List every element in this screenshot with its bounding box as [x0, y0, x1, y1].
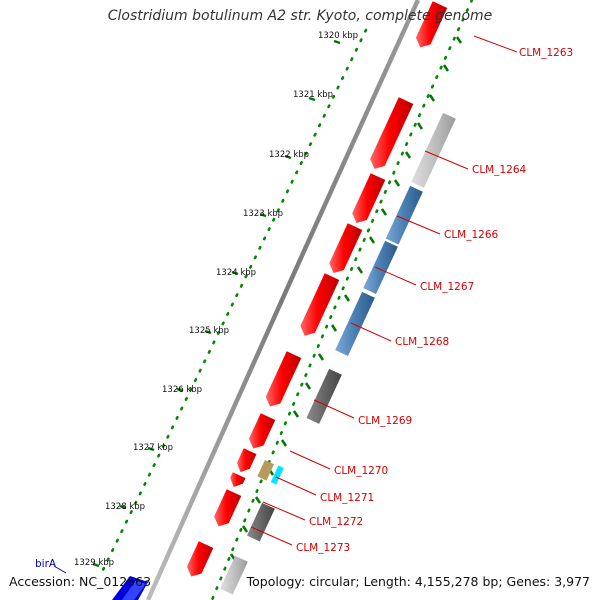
bira-label[interactable]: birA — [35, 558, 57, 570]
cds-feature-clm-1270b[interactable] — [237, 448, 257, 473]
ruler-tick — [92, 562, 100, 568]
bira-leader — [53, 565, 67, 574]
ruler-tick — [147, 446, 155, 452]
gene-label[interactable]: CLM_1263 — [519, 47, 573, 59]
outer-tick — [292, 410, 300, 418]
gene-labels: CLM_1263 CLM_1264 CLM_1266 CLM_1267 CLM_1268… — [296, 47, 573, 554]
label-leader-line — [424, 150, 469, 170]
label-leader-line — [262, 501, 306, 521]
outer-tick — [380, 208, 388, 216]
cds-feature-clm-1266[interactable] — [352, 173, 386, 224]
outer-tick — [241, 525, 249, 533]
ruler-tick — [231, 270, 239, 276]
outer-tick — [330, 324, 338, 332]
outer-tick — [393, 179, 401, 187]
cds-feature-clm-1272[interactable] — [214, 489, 242, 527]
ruler-label: 1329 kbp — [74, 558, 114, 568]
label-leader-line — [374, 266, 417, 286]
feature-clm-1273-lightgray[interactable] — [219, 555, 248, 595]
map-title: Clostridium botulinum A2 str. Kyoto, com… — [107, 8, 493, 24]
ruler-label: 1325 kbp — [189, 326, 229, 336]
gc-dotted-track — [99, 28, 368, 576]
ruler-tick — [308, 96, 316, 102]
feature-clm-1272-gray[interactable] — [246, 502, 275, 542]
cds-feature-clm-1267[interactable] — [329, 223, 363, 274]
ruler-label: 1322 kbp — [269, 150, 309, 160]
cds-feature-clm-1270a[interactable] — [248, 413, 276, 449]
feature-clm-1267-blue[interactable] — [363, 240, 398, 295]
label-leader-line — [313, 399, 355, 419]
outer-tick — [455, 36, 463, 44]
outer-tick — [428, 94, 436, 102]
outer-tick — [343, 294, 351, 302]
outer-tick — [317, 353, 325, 361]
genome-backbone — [145, 0, 421, 600]
feature-clm-1266-blue[interactable] — [385, 185, 423, 245]
label-leader-line — [350, 322, 392, 342]
ruler-tick — [204, 329, 212, 335]
bira-feature-inner — [122, 580, 146, 600]
ruler-tick — [259, 212, 267, 218]
feature-clm-1271-cyan[interactable] — [270, 465, 284, 485]
feature-clm-1271-tan[interactable] — [257, 460, 275, 481]
topology-text: Topology: circular; Length: 4,155,278 bp… — [246, 574, 590, 589]
ruler-ticks — [92, 36, 463, 568]
feature-clm-1269-gray[interactable] — [306, 368, 342, 424]
outer-tick — [254, 496, 262, 504]
label-leader-lines — [250, 35, 518, 546]
label-leader-line — [473, 35, 518, 53]
outer-tick — [442, 64, 450, 72]
outer-tick — [304, 382, 312, 390]
outer-tick — [280, 439, 288, 447]
outer-tick — [416, 122, 424, 130]
gene-label[interactable]: CLM_1271 — [320, 492, 374, 504]
ruler-labels: 1320 kbp 1321 kbp 1322 kbp 1323 kbp 1324 kbp… — [74, 31, 358, 568]
cds-feature-clm-1273[interactable] — [186, 541, 214, 577]
ruler-label: 1324 kbp — [216, 268, 256, 278]
ruler-label: 1321 kbp — [293, 90, 333, 100]
label-leader-line — [275, 476, 317, 496]
outer-tick — [368, 236, 376, 244]
gene-label[interactable]: CLM_1264 — [472, 164, 527, 176]
label-leader-line — [289, 450, 331, 470]
ruler-tick — [176, 387, 184, 393]
ruler-tick — [119, 504, 127, 510]
gene-label[interactable]: CLM_1270 — [334, 465, 388, 477]
gene-label[interactable]: CLM_1273 — [296, 542, 350, 554]
gene-features — [186, 1, 456, 595]
cds-feature-clm-1268[interactable] — [300, 273, 340, 336]
gene-label[interactable]: CLM_1266 — [444, 229, 499, 241]
outer-tick — [356, 266, 364, 274]
cds-feature-clm-1263[interactable] — [415, 1, 448, 48]
cds-feature-clm-1269[interactable] — [265, 351, 302, 407]
gene-label[interactable]: CLM_1269 — [358, 415, 412, 427]
outer-tick — [404, 151, 412, 159]
cds-feature-clm-1264[interactable] — [370, 97, 414, 169]
gene-label[interactable]: CLM_1268 — [395, 336, 449, 348]
ruler-label: 1320 kbp — [318, 31, 358, 41]
cds-feature-clm-1271[interactable] — [230, 472, 246, 488]
feature-clm-1268-blue[interactable] — [335, 291, 375, 356]
ruler-label: 1323 kbp — [243, 209, 283, 219]
ruler-label: 1326 kbp — [162, 385, 202, 395]
gene-label[interactable]: CLM_1272 — [309, 516, 363, 528]
ruler-label: 1328 kbp — [105, 502, 145, 512]
outer-dotted-track — [210, 0, 474, 600]
label-leader-line — [250, 526, 293, 546]
gene-label[interactable]: CLM_1267 — [420, 281, 474, 293]
label-leader-line — [396, 215, 441, 235]
feature-clm-1264-gray[interactable] — [411, 112, 456, 188]
ruler-tick — [284, 154, 292, 160]
accession-text: Accession: NC_012563 — [9, 574, 152, 589]
ruler-label: 1327 kbp — [133, 443, 173, 453]
ruler-tick — [333, 39, 341, 45]
